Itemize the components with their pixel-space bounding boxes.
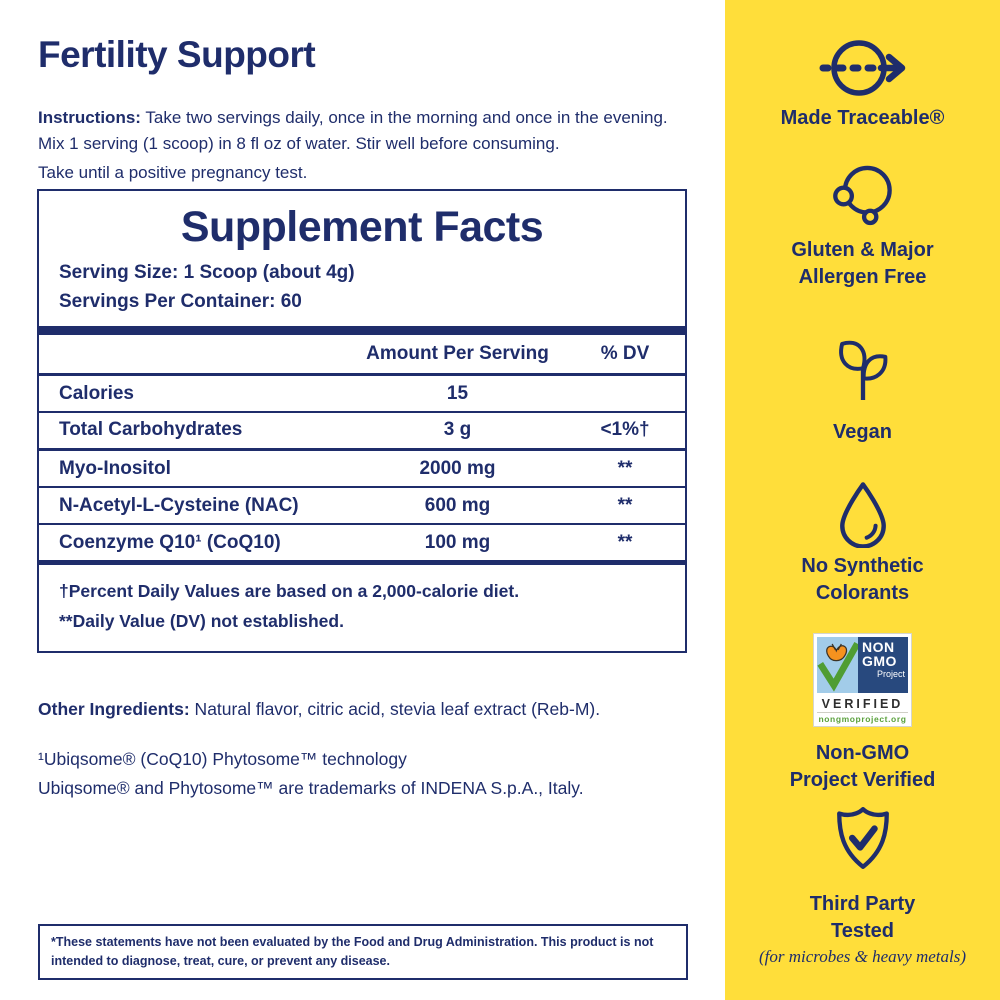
- badge-label: Third Party: [809, 893, 916, 915]
- shield-check-icon: [827, 802, 899, 879]
- seal-text-project: Project: [876, 669, 905, 679]
- badge-label: Non-GMO: [815, 742, 910, 764]
- vegan-sprout-icon: [830, 328, 896, 405]
- instructions-paragraph: Instructions: Take two servings daily, o…: [38, 105, 674, 157]
- row-divider: [39, 523, 685, 525]
- row-name: N-Acetyl-L-Cysteine (NAC): [59, 494, 299, 516]
- non-gmo-butterfly-art: [817, 637, 858, 693]
- pregnancy-note: Take until a positive pregnancy test.: [38, 163, 308, 182]
- badge-made-traceable: Made Traceable®: [725, 36, 1000, 132]
- servings-label: Servings Per Container:: [59, 291, 276, 312]
- column-header-dv: % DV: [600, 343, 650, 364]
- badge-vegan: Vegan: [725, 328, 1000, 446]
- badge-label: Made Traceable®: [780, 107, 945, 129]
- badge-label: Colorants: [815, 582, 910, 604]
- supplement-facts-heading: Supplement Facts: [180, 203, 544, 251]
- seal-text-non: NON: [862, 639, 895, 655]
- traceable-icon: [813, 36, 913, 105]
- row-divider: [39, 411, 685, 413]
- servings-value: 60: [275, 291, 302, 312]
- thick-divider: [39, 560, 685, 565]
- row-name: Myo-Inositol: [59, 457, 171, 479]
- table-row: N-Acetyl-L-Cysteine (NAC) 600 mg **: [39, 488, 685, 523]
- row-divider: [39, 486, 685, 488]
- seal-text-gmo: GMO: [862, 653, 897, 669]
- footnotes: †Percent Daily Values are based on a 2,0…: [39, 565, 685, 636]
- row-amount: 100 mg: [424, 531, 491, 553]
- thick-divider: [39, 326, 685, 335]
- footnote-not-established: **Daily Value (DV) not established.: [59, 611, 344, 631]
- serving-size-value: 1 Scoop (about 4g): [178, 262, 355, 283]
- badge-label: No Synthetic: [801, 555, 924, 577]
- table-row: Myo-Inositol 2000 mg **: [39, 451, 685, 486]
- fda-disclaimer: *These statements have not been evaluate…: [38, 924, 688, 980]
- row-divider: [39, 373, 685, 376]
- droplet-icon: [832, 480, 894, 553]
- supplement-facts-panel: Supplement Facts Serving Size: 1 Scoop (…: [37, 189, 687, 653]
- row-amount: 3 g: [443, 419, 472, 440]
- table-header-row: Amount Per Serving % DV: [39, 335, 685, 373]
- column-header-amount: Amount Per Serving: [366, 343, 549, 364]
- instructions-label: Instructions:: [38, 108, 141, 127]
- instructions-text: Take two servings daily, once in the mor…: [38, 108, 668, 153]
- table-row: Total Carbohydrates 3 g <1%†: [39, 413, 685, 448]
- badge-label: Allergen Free: [798, 266, 927, 288]
- row-dv: <1%†: [600, 419, 650, 440]
- badge-allergen-free: Gluten & Major Allergen Free: [725, 160, 1000, 291]
- badge-label: Project Verified: [789, 769, 936, 791]
- table-row: Coenzyme Q10¹ (CoQ10) 100 mg **: [39, 525, 685, 560]
- badge-label: Vegan: [833, 421, 892, 443]
- certification-sidebar: Made Traceable® Gluten & Major Allergen …: [725, 0, 1000, 1000]
- row-name: Coenzyme Q10¹ (CoQ10): [59, 531, 281, 553]
- serving-size-label: Serving Size:: [59, 262, 179, 283]
- row-amount: 600 mg: [424, 494, 491, 516]
- trademark-line-1: ¹Ubiqsome® (CoQ10) Phytosome™ technology: [38, 748, 407, 769]
- other-ingredients: Other Ingredients: Natural flavor, citri…: [38, 699, 678, 720]
- table-row: Calories 15: [39, 376, 685, 411]
- row-amount: 2000 mg: [419, 457, 496, 479]
- badge-label: Gluten & Major: [791, 239, 934, 261]
- row-dv: **: [617, 494, 633, 516]
- seal-text-verified: VERIFIED: [817, 693, 908, 712]
- row-name: Calories: [59, 382, 134, 404]
- badge-third-party-tested: Third Party Tested (for microbes & heavy…: [725, 802, 1000, 967]
- row-dv: **: [617, 531, 633, 553]
- row-divider: [39, 447, 685, 451]
- allergen-free-icon: [826, 160, 900, 237]
- serving-size-line: Serving Size: 1 Scoop (about 4g): [39, 262, 685, 284]
- servings-per-container-line: Servings Per Container: 60: [39, 291, 685, 313]
- other-ingredients-text: Natural flavor, citric acid, stevia leaf…: [189, 698, 601, 719]
- badge-non-gmo: NON GMO Project VERIFIED nongmoproject.o…: [725, 633, 1000, 794]
- row-name: Total Carbohydrates: [59, 419, 243, 440]
- page-title: Fertility Support: [38, 34, 316, 75]
- row-amount: 15: [446, 382, 469, 404]
- other-ingredients-label: Other Ingredients:: [38, 698, 190, 719]
- badge-label: Tested: [831, 920, 894, 942]
- row-dv: **: [617, 457, 633, 479]
- badge-no-synthetic-colorants: No Synthetic Colorants: [725, 480, 1000, 607]
- trademark-line-2: Ubiqsome® and Phytosome™ are trademarks …: [38, 777, 584, 798]
- footnote-dv: †Percent Daily Values are based on a 2,0…: [59, 581, 520, 601]
- badge-sub-label: (for microbes & heavy metals): [758, 947, 967, 966]
- non-gmo-seal: NON GMO Project VERIFIED nongmoproject.o…: [813, 633, 912, 727]
- seal-url: nongmoproject.org: [817, 712, 908, 724]
